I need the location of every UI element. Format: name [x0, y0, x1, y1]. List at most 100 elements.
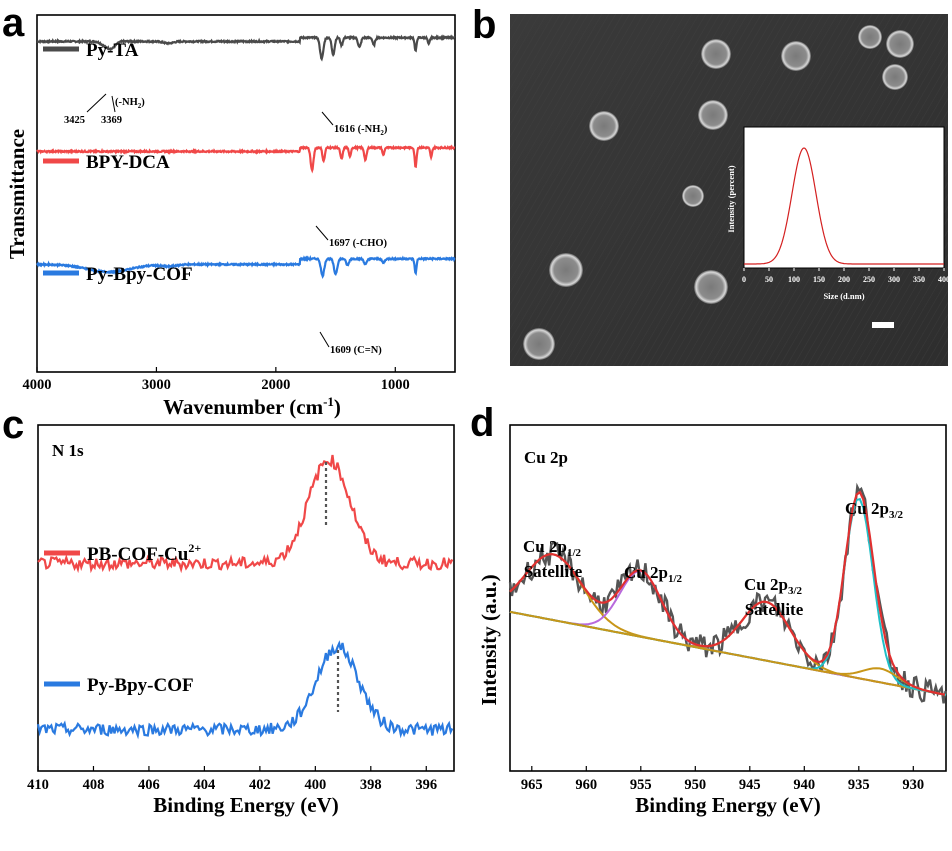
sem-particle: [781, 41, 811, 71]
legend-label-bpy-dca: BPY-DCA: [86, 152, 170, 173]
panel-letter-b: b: [472, 3, 496, 47]
annotation-3369: 3369: [101, 115, 122, 126]
peak-label-cu2p32-sat: Cu 2p3/2: [744, 575, 802, 597]
n1s-xlabel: Binding Energy (eV): [153, 793, 339, 817]
peak-label-cu2p32: Cu 2p3/2: [845, 499, 903, 521]
dls-inset-ylabel: Intensity (percent): [726, 165, 736, 232]
ftir-x-tick-label: 2000: [261, 377, 290, 393]
legend-label-py-bpy-cof-c: Py-Bpy-COF: [87, 675, 194, 696]
cu2p-raw-data: [508, 482, 947, 704]
annotation-arrow-3425: [86, 93, 107, 113]
legend-label-py-bpy-cof: Py-Bpy-COF: [86, 264, 193, 285]
annotation-arrow-1616: [321, 111, 334, 126]
cu2p-x-tick-label: 960: [575, 777, 597, 793]
sem-particle: [682, 185, 704, 207]
n1s-x-tick-label: 404: [194, 777, 216, 793]
cu2p-x-ticks: 965 960 955 950 945 940 935 930: [521, 766, 924, 793]
sem-panel: 0 50 100 150 200 250 300 350 400 Intensity (perc…: [510, 14, 950, 366]
annotation-arrow-1697: [315, 225, 329, 241]
annotation-3425: 3425: [64, 115, 85, 126]
n1s-x-tick-label: 400: [304, 777, 326, 793]
annotation-arrow-1609: [319, 331, 330, 348]
cu2p-x-tick-label: 940: [793, 777, 815, 793]
annotation-arrow-3369: [111, 95, 116, 113]
ftir-x-tick-label: 4000: [23, 377, 52, 393]
ftir-series-1: [36, 144, 456, 174]
sem-particle: [698, 100, 728, 130]
dls-x-tick-label: 300: [888, 275, 900, 284]
dls-x-tick-label: 200: [838, 275, 850, 284]
n1s-plot-frame: [37, 424, 455, 772]
n1s-xps-panel: N 1s PB-COF-Cu2+ Py-Bpy-COF 410 408 406 404…: [27, 424, 455, 817]
sem-particle: [523, 328, 555, 360]
panel-letter-a: a: [2, 1, 25, 45]
panel-letter-d: d: [470, 401, 494, 445]
peak-label-cu2p12: Cu 2p1/2: [624, 563, 682, 585]
ftir-series-2: [36, 254, 456, 279]
cu2p-fit-envelope: [509, 490, 946, 696]
peak-label-cu2p12-sat-line2: Satellite: [524, 562, 583, 581]
n1s-x-tick-label: 406: [138, 777, 160, 793]
ftir-x-tick-label: 3000: [142, 377, 171, 393]
ftir-panel: 4000 3000 2000 1000 Transmittance Wavenumbe…: [5, 14, 456, 419]
sem-scale-bar: [872, 322, 894, 328]
n1s-x-tick-label: 410: [27, 777, 49, 793]
sem-particle: [882, 64, 908, 90]
ftir-series-0: [36, 34, 456, 62]
legend-label-pb-cof-cu: PB-COF-Cu2+: [87, 541, 201, 565]
n1s-series-1: [36, 640, 454, 740]
cu2p-xlabel: Binding Energy (eV): [635, 793, 821, 817]
sem-particle: [858, 25, 882, 49]
cu2p-x-tick-label: 930: [902, 777, 924, 793]
panel-letter-c: c: [2, 403, 24, 447]
annotation-nh2: (-NH2): [115, 97, 145, 110]
peak-label-cu2p32-sat-line2: Satellite: [745, 600, 804, 619]
peak-label-cu2p12-sat: Cu 2p1/2: [523, 537, 581, 559]
dls-x-tick-label: 0: [742, 275, 746, 284]
dls-x-tick-label: 100: [788, 275, 800, 284]
sem-particle: [549, 253, 583, 287]
sem-particle: [886, 30, 914, 58]
ftir-x-ticks: 4000 3000 2000 1000: [23, 367, 410, 393]
n1s-x-tick-label: 408: [83, 777, 105, 793]
dls-x-tick-label: 150: [813, 275, 825, 284]
cu2p-x-tick-label: 935: [848, 777, 870, 793]
cu2p-xps-panel: Cu 2p Intensity (a.u.) Cu 2p1/2 Satellit…: [477, 424, 947, 817]
cu2p-x-tick-label: 955: [630, 777, 652, 793]
sem-particle: [694, 270, 728, 304]
annotation-1609: 1609 (C=N): [330, 345, 382, 356]
dls-x-tick-label: 400: [938, 275, 950, 284]
dls-x-tick-label: 50: [765, 275, 773, 284]
cu2p-curves: [508, 482, 947, 704]
n1s-x-tick-label: 398: [360, 777, 382, 793]
cu2p-plot-frame: [509, 424, 947, 772]
sem-particle: [589, 111, 619, 141]
n1s-x-tick-label: 402: [249, 777, 271, 793]
annotation-1697: 1697 (-CHO): [329, 238, 388, 249]
dls-inset-frame: [743, 126, 945, 269]
annotation-1616: 1616 (-NH2): [334, 124, 388, 137]
dls-size-distribution-line: [744, 147, 944, 265]
ftir-plot-frame: [36, 14, 456, 373]
ftir-xlabel: Wavenumber (cm-1): [163, 394, 341, 419]
sem-particle: [701, 39, 731, 69]
cu2p-fit-component-4: [509, 610, 946, 696]
n1s-curves: [36, 454, 454, 740]
ftir-curves: [36, 34, 456, 279]
cu2p-ylabel: Intensity (a.u.): [477, 574, 501, 705]
n1s-x-ticks: 410 408 406 404 402 400 398 396: [27, 766, 437, 793]
sem-particles: [523, 25, 914, 360]
ftir-ylabel: Transmittance: [5, 129, 29, 259]
dls-x-tick-label: 350: [913, 275, 925, 284]
cu2p-x-tick-label: 965: [521, 777, 543, 793]
n1s-x-tick-label: 396: [415, 777, 437, 793]
cu2p-x-tick-label: 945: [739, 777, 761, 793]
cu2p-title: Cu 2p: [524, 448, 568, 467]
legend-label-py-ta: Py-TA: [86, 40, 139, 61]
dls-inset-xlabel: Size (d.nm): [823, 291, 864, 301]
ftir-x-tick-label: 1000: [381, 377, 410, 393]
cu2p-x-tick-label: 950: [684, 777, 706, 793]
n1s-title: N 1s: [52, 441, 84, 460]
n1s-series-0: [37, 454, 454, 574]
